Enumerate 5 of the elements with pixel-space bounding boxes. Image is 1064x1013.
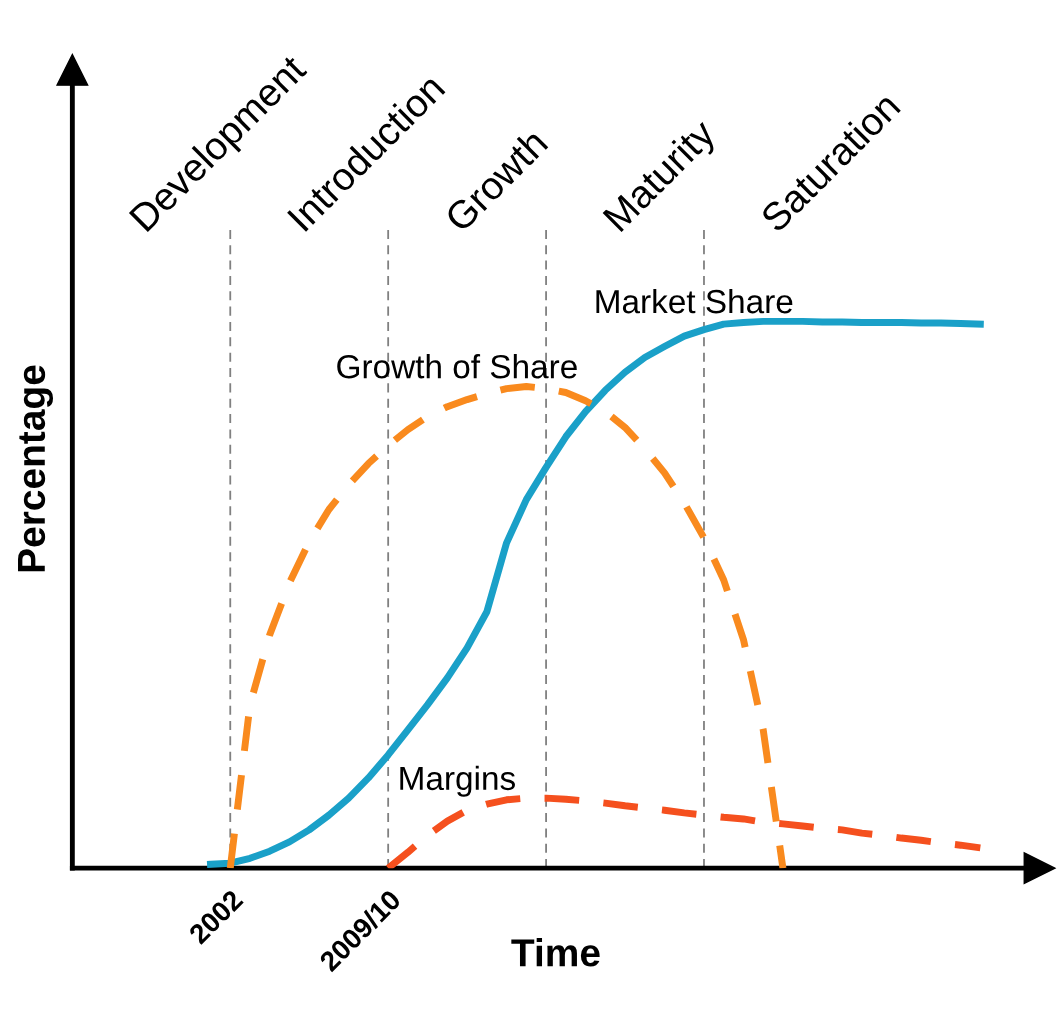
y-axis-title: Percentage: [18, 365, 54, 572]
x-axis-title: Time: [511, 938, 600, 967]
series-label: Margins: [400, 765, 515, 797]
series-label: Market Share: [596, 288, 793, 314]
series-label: Growth of Share: [337, 354, 577, 379]
